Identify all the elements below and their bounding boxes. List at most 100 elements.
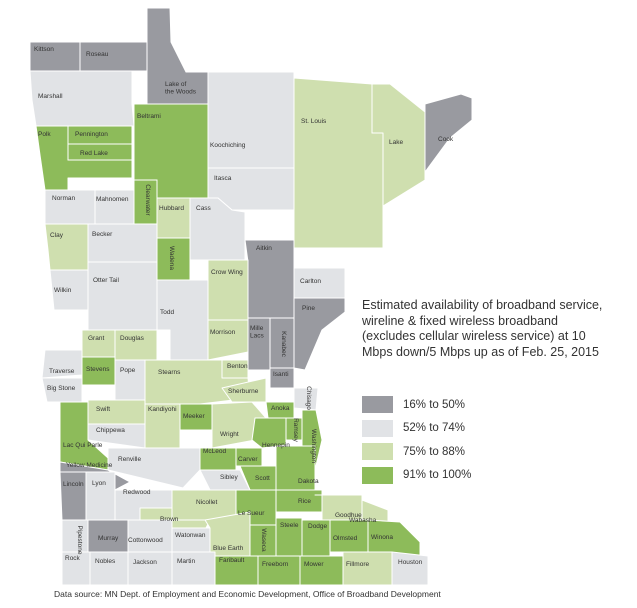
county-wilkin [49,269,89,311]
county-label-mille-lacs: Mille Lacs [250,325,264,340]
county-label-chippewa: Chippewa [96,427,125,434]
county-label-becker: Becker [92,231,113,238]
county-label-norman: Norman [52,195,76,202]
county-label-houston: Houston [398,559,423,566]
county-label-douglas: Douglas [120,335,145,342]
county-label-hennepin: Hennepin [262,442,290,449]
legend-label: 75% to 88% [403,445,466,458]
county-label-pennington: Pennington [75,131,108,138]
county-houston [391,551,429,585]
county-label-stevens: Stevens [86,366,110,373]
county-label-kanabec: Kanabec [280,331,287,357]
county-koochiching [207,71,295,169]
county-label-lake: Lake [389,139,403,146]
county-faribault [214,555,259,585]
county-label-sherburne: Sherburne [228,388,259,395]
county-label-winona: Winona [371,534,393,541]
county-rock [61,551,91,585]
county-label-dodge: Dodge [308,523,328,530]
county-label-faribault: Faribault [219,557,244,564]
county-martin [171,551,216,585]
county-label-morrison: Morrison [210,329,236,336]
county-mower [299,555,344,585]
county-label-redwood: Redwood [123,489,151,496]
county-label-waseca: Waseca [260,528,267,552]
county-pope [114,359,146,401]
county-label-kittson: Kittson [34,46,54,53]
county-fillmore [342,551,393,585]
county-winona [367,519,421,557]
county-label-dakota: Dakota [298,478,319,485]
data-source-note: Data source: MN Dept. of Employment and … [54,589,441,599]
county-morrison [207,319,249,361]
county-label-carver: Carver [238,456,258,463]
county-label-le-sueur: Le Sueur [238,510,265,517]
county-label-washington: Washington [310,429,317,463]
legend-item-91-100: 91% to 100% [362,464,471,488]
county-label-aitkin: Aitkin [256,245,272,252]
county-label-wadena: Wadena [168,246,175,270]
legend-label: 16% to 50% [403,398,466,411]
county-st-louis [293,77,384,249]
county-label-cook: Cook [438,136,454,143]
county-pipestone [61,519,89,553]
county-label-ramsey: Ramsey [292,418,299,443]
county-label-mcleod: McLeod [203,448,227,455]
county-cottonwood [127,519,173,553]
county-label-blue-earth: Blue Earth [213,545,244,552]
county-label-pine: Pine [302,305,315,312]
county-lincoln [59,471,87,521]
county-hennepin [251,417,287,449]
county-nobles [89,551,129,585]
county-label-brown: Brown [160,516,179,523]
county-label-red-lake: Red Lake [80,150,108,157]
county-label-watonwan: Watonwan [175,532,206,539]
county-label-wilkin: Wilkin [54,287,72,294]
county-label-big-stone: Big Stone [47,385,76,392]
county-todd [156,279,209,361]
legend-swatch [362,443,393,461]
county-label-itasca: Itasca [214,175,232,182]
county-label-murray: Murray [98,535,119,542]
county-label-rock: Rock [65,555,81,562]
county-label-wabasha: Wabasha [349,517,377,524]
county-label-nobles: Nobles [95,558,116,565]
county-label-mower: Mower [304,561,324,568]
county-label-stearns: Stearns [158,369,181,376]
county-label-marshall: Marshall [38,93,63,100]
county-label-mahnomen: Mahnomen [96,196,129,203]
county-label-kandiyohi: Kandiyohi [148,406,177,413]
county-label-jackson: Jackson [133,559,157,566]
county-label-cass: Cass [196,205,212,212]
county-label-scott: Scott [255,475,270,482]
county-label-olmsted: Olmsted [333,535,358,542]
county-label-sibley: Sibley [220,474,238,481]
county-renville [107,447,201,489]
map-title: Estimated availability of broadband serv… [362,298,603,359]
county-label-st-louis: St. Louis [301,118,327,125]
county-label-goodhue: Goodhue [335,512,362,519]
county-label-hubbard: Hubbard [159,205,184,212]
county-label-koochiching: Koochiching [210,142,246,149]
county-cook [424,93,473,173]
county-label-lac-qui-parle: Lac Qui Parle [63,442,103,449]
county-jackson [127,551,173,585]
county-label-todd: Todd [160,309,174,316]
county-lake [371,83,426,207]
county-label-lyon: Lyon [92,480,106,487]
county-label-meeker: Meeker [183,413,206,420]
legend: 16% to 50% 52% to 74% 75% to 88% 91% to … [362,393,471,487]
legend-label: 52% to 74% [403,422,466,435]
county-label-yellow-medicine: Yellow Medicine [66,462,113,469]
county-label-nicollet: Nicollet [196,499,218,506]
county-label-freeborn: Freeborn [262,561,289,568]
county-label-cottonwood: Cottonwood [128,537,163,544]
county-label-wright: Wright [220,431,239,438]
minnesota-broadband-map: Kittson Roseau Lake of the Woods Marshall Bel… [29,7,473,585]
county-label-rice: Rice [298,498,311,505]
county-label-pope: Pope [120,367,136,374]
county-label-pipestone: Pipestone [76,526,83,555]
county-label-anoka: Anoka [271,405,290,412]
county-label-martin: Martin [177,558,195,565]
county-label-chisago: Chisago [305,386,312,410]
